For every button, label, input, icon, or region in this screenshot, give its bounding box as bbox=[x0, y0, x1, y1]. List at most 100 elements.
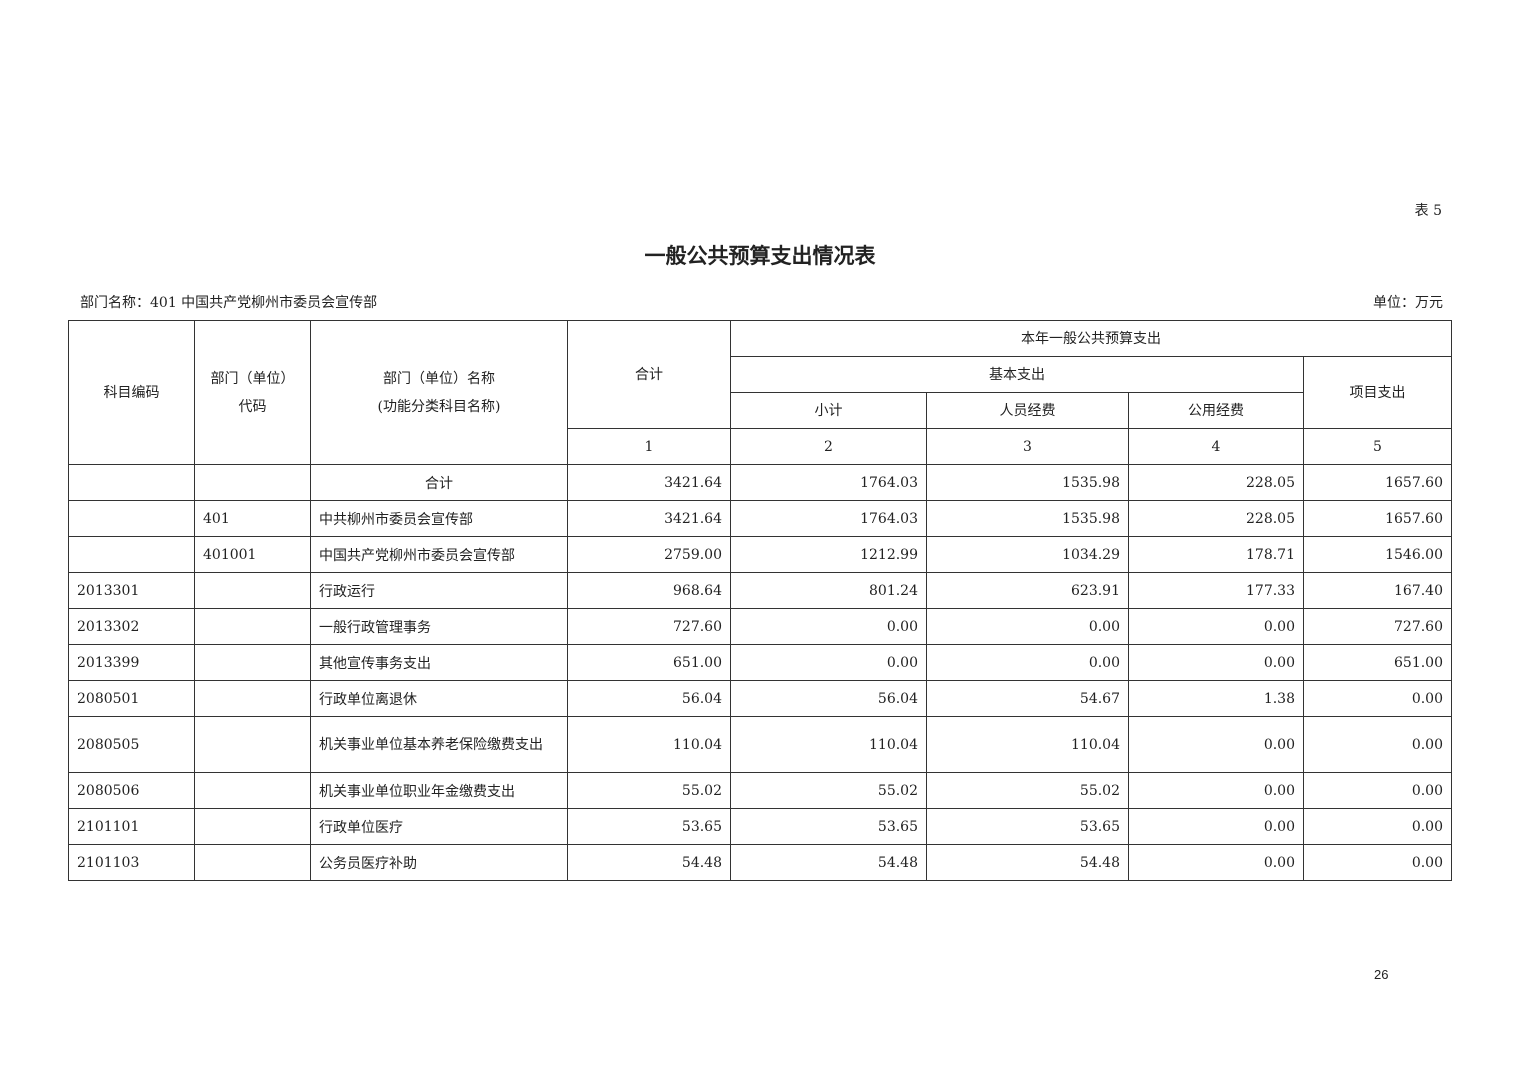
cell-name: 行政单位医疗 bbox=[310, 808, 568, 845]
cell-subtotal: 0.00 bbox=[730, 644, 927, 681]
cell-name: 机关事业单位职业年金缴费支出 bbox=[310, 772, 568, 809]
department-label: 部门名称：401 中国共产党柳州市委员会宣传部 bbox=[80, 295, 378, 311]
cell-dept-code bbox=[194, 608, 311, 645]
cell-code: 2101101 bbox=[68, 808, 195, 845]
cell-total: 56.04 bbox=[567, 680, 731, 717]
cell-name: 公务员医疗补助 bbox=[310, 844, 568, 881]
cell-public: 0.00 bbox=[1128, 844, 1304, 881]
cell-dept-code bbox=[194, 808, 311, 845]
page-title: 一般公共预算支出情况表 bbox=[644, 243, 876, 268]
header-subtotal: 小计 bbox=[730, 392, 927, 429]
table-row: 2080506 机关事业单位职业年金缴费支出 55.02 55.02 55.02 0.00… bbox=[68, 772, 1452, 809]
cell-dept-code bbox=[194, 680, 311, 717]
cell-dept-code: 401001 bbox=[194, 536, 311, 573]
cell-project: 727.60 bbox=[1303, 608, 1452, 645]
cell-code bbox=[68, 500, 195, 537]
cell-subtotal: 55.02 bbox=[730, 772, 927, 809]
cell-total: 727.60 bbox=[567, 608, 731, 645]
unit-label: 单位：万元 bbox=[1373, 295, 1443, 311]
cell-code: 2080501 bbox=[68, 680, 195, 717]
header-dept-code: 部门（单位） 代码 bbox=[194, 320, 311, 465]
cell-dept-code bbox=[194, 464, 311, 501]
cell-total: 54.48 bbox=[567, 844, 731, 881]
cell-personnel: 110.04 bbox=[926, 716, 1129, 773]
header-num: 3 bbox=[926, 428, 1129, 465]
cell-subtotal: 0.00 bbox=[730, 608, 927, 645]
header-num: 5 bbox=[1303, 428, 1452, 465]
table-row: 401001 中国共产党柳州市委员会宣传部 2759.00 1212.99 1034.2… bbox=[68, 536, 1452, 573]
cell-public: 0.00 bbox=[1128, 808, 1304, 845]
budget-table: 科目编码 部门（单位） 代码 部门（单位）名称 (功能分类科目名称) 合计 本年一般… bbox=[68, 320, 1452, 881]
cell-subtotal: 801.24 bbox=[730, 572, 927, 609]
cell-total: 55.02 bbox=[567, 772, 731, 809]
cell-code: 2101103 bbox=[68, 844, 195, 881]
header-line: 部门（单位）名称 bbox=[383, 370, 495, 387]
cell-project: 0.00 bbox=[1303, 716, 1452, 773]
cell-dept-code bbox=[194, 716, 311, 773]
header-line: (功能分类科目名称) bbox=[377, 398, 501, 415]
cell-personnel: 53.65 bbox=[926, 808, 1129, 845]
cell-personnel: 54.67 bbox=[926, 680, 1129, 717]
cell-code bbox=[68, 536, 195, 573]
header-public: 公用经费 bbox=[1128, 392, 1304, 429]
cell-project: 0.00 bbox=[1303, 808, 1452, 845]
header-total: 合计 bbox=[567, 320, 731, 429]
table-row: 2013302 一般行政管理事务 727.60 0.00 0.00 0.00 727.60 bbox=[68, 608, 1452, 645]
cell-project: 1546.00 bbox=[1303, 536, 1452, 573]
cell-dept-code bbox=[194, 844, 311, 881]
header-dept-name: 部门（单位）名称 (功能分类科目名称) bbox=[310, 320, 568, 465]
cell-dept-code bbox=[194, 572, 311, 609]
cell-total: 3421.64 bbox=[567, 500, 731, 537]
table-row: 401 中共柳州市委员会宣传部 3421.64 1764.03 1535.98 228.0… bbox=[68, 500, 1452, 537]
table-number: 表 5 bbox=[1414, 203, 1442, 219]
header-group: 本年一般公共预算支出 bbox=[730, 320, 1452, 357]
cell-public: 228.05 bbox=[1128, 464, 1304, 501]
table-row: 2101101 行政单位医疗 53.65 53.65 53.65 0.00 0.00 bbox=[68, 808, 1452, 845]
cell-dept-code bbox=[194, 644, 311, 681]
cell-subtotal: 1764.03 bbox=[730, 500, 927, 537]
cell-project: 0.00 bbox=[1303, 844, 1452, 881]
cell-subtotal: 1764.03 bbox=[730, 464, 927, 501]
cell-total: 2759.00 bbox=[567, 536, 731, 573]
table-row: 2080501 行政单位离退休 56.04 56.04 54.67 1.38 0.00 bbox=[68, 680, 1452, 717]
cell-code: 2013302 bbox=[68, 608, 195, 645]
cell-name: 机关事业单位基本养老保险缴费支出 bbox=[310, 716, 568, 773]
cell-project: 651.00 bbox=[1303, 644, 1452, 681]
cell-name: 中国共产党柳州市委员会宣传部 bbox=[310, 536, 568, 573]
cell-public: 177.33 bbox=[1128, 572, 1304, 609]
cell-total: 3421.64 bbox=[567, 464, 731, 501]
cell-code: 2013399 bbox=[68, 644, 195, 681]
cell-total: 651.00 bbox=[567, 644, 731, 681]
cell-name: 中共柳州市委员会宣传部 bbox=[310, 500, 568, 537]
table-row: 2013301 行政运行 968.64 801.24 623.91 177.33 167.4… bbox=[68, 572, 1452, 609]
cell-subtotal: 53.65 bbox=[730, 808, 927, 845]
cell-personnel: 1034.29 bbox=[926, 536, 1129, 573]
cell-subtotal: 54.48 bbox=[730, 844, 927, 881]
cell-project: 1657.60 bbox=[1303, 500, 1452, 537]
table-row: 2101103 公务员医疗补助 54.48 54.48 54.48 0.00 0.00 bbox=[68, 844, 1452, 881]
cell-personnel: 1535.98 bbox=[926, 464, 1129, 501]
cell-subtotal: 110.04 bbox=[730, 716, 927, 773]
page-number: 26 bbox=[1374, 967, 1389, 982]
cell-public: 0.00 bbox=[1128, 772, 1304, 809]
cell-personnel: 623.91 bbox=[926, 572, 1129, 609]
cell-public: 1.38 bbox=[1128, 680, 1304, 717]
header-personnel: 人员经费 bbox=[926, 392, 1129, 429]
cell-total: 53.65 bbox=[567, 808, 731, 845]
cell-personnel: 0.00 bbox=[926, 644, 1129, 681]
cell-personnel: 1535.98 bbox=[926, 500, 1129, 537]
cell-name: 一般行政管理事务 bbox=[310, 608, 568, 645]
cell-public: 178.71 bbox=[1128, 536, 1304, 573]
cell-project: 0.00 bbox=[1303, 680, 1452, 717]
cell-public: 228.05 bbox=[1128, 500, 1304, 537]
cell-public: 0.00 bbox=[1128, 716, 1304, 773]
header-basic: 基本支出 bbox=[730, 356, 1304, 393]
header-line: 代码 bbox=[238, 398, 267, 415]
cell-public: 0.00 bbox=[1128, 644, 1304, 681]
cell-total: 968.64 bbox=[567, 572, 731, 609]
header-project: 项目支出 bbox=[1303, 356, 1452, 429]
cell-personnel: 0.00 bbox=[926, 608, 1129, 645]
cell-subtotal: 56.04 bbox=[730, 680, 927, 717]
cell-name: 行政单位离退休 bbox=[310, 680, 568, 717]
cell-personnel: 55.02 bbox=[926, 772, 1129, 809]
